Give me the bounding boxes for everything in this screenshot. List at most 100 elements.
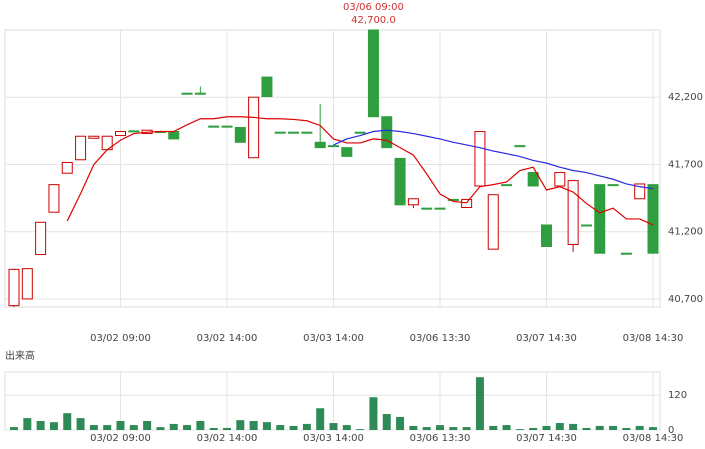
volume-bar [462, 427, 471, 430]
candle-body [567, 180, 579, 245]
volume-bar [183, 425, 192, 430]
candle-body [607, 184, 619, 187]
x-tick-label: 03/06 13:30 [410, 433, 471, 444]
candle-body [128, 130, 140, 133]
candle-body [394, 157, 406, 206]
volume-bar [622, 427, 631, 430]
x-tick-label: 03/07 14:30 [516, 433, 577, 444]
volume-bar [356, 429, 365, 430]
candle-body [274, 131, 286, 134]
x-tick-label: 03/02 14:00 [197, 433, 258, 444]
volume-bar [10, 427, 18, 430]
candle-body [248, 96, 260, 159]
candle-body [527, 172, 539, 187]
volume-bar [262, 422, 271, 430]
candle-body [620, 252, 632, 255]
candle-body [634, 183, 646, 200]
volume-bar [302, 423, 311, 430]
candle-body [594, 184, 606, 254]
candle-body [487, 194, 499, 250]
volume-bar [342, 425, 351, 430]
candle-body [554, 172, 566, 187]
volume-bar [36, 421, 45, 430]
volume-bar [116, 421, 125, 430]
candle-body [181, 92, 193, 95]
volume-bar [436, 425, 444, 430]
candle-body [208, 125, 220, 128]
volume-bar [635, 425, 644, 430]
annotation-value: 42,700.0 [351, 15, 396, 26]
candle-body [381, 116, 393, 149]
candle-body [461, 198, 473, 208]
x-tick-label: 03/03 14:00 [303, 333, 364, 344]
volume-bar [475, 377, 484, 430]
candle-body [474, 131, 486, 187]
volume-bar [515, 429, 524, 430]
y-tick-label: 0 [668, 425, 674, 436]
candle-body [341, 147, 353, 157]
volume-bar [649, 427, 657, 430]
candle-body [301, 131, 313, 134]
x-tick-label: 03/02 14:00 [197, 333, 258, 344]
candle-body [447, 198, 459, 201]
moving-average-line [333, 129, 654, 190]
x-tick-label: 03/02 09:00 [90, 433, 151, 444]
x-tick-label: 03/08 14:30 [623, 433, 684, 444]
volume-bar [289, 425, 298, 430]
candle-body [541, 224, 552, 247]
candle-body [221, 125, 233, 128]
candle-body [35, 221, 47, 256]
candle-body [407, 198, 419, 206]
x-tick-label: 03/06 13:30 [410, 333, 471, 344]
x-tick-label: 03/03 14:00 [303, 433, 364, 444]
annotation-time: 03/06 09:00 [343, 2, 404, 13]
candle-body [21, 268, 33, 300]
x-tick-label: 03/02 09:00 [90, 333, 151, 344]
volume-bar [555, 423, 564, 430]
volume-bar [249, 421, 258, 430]
volume-title: 出来高 [5, 349, 35, 362]
candle-body [434, 207, 446, 210]
candle-body [580, 224, 592, 227]
volume-bar [209, 427, 218, 430]
volume-bar [169, 423, 178, 430]
candle-body [194, 92, 206, 95]
y-tick-label: 120 [668, 390, 687, 401]
y-tick-label: 42,200 [668, 92, 703, 103]
y-tick-label: 40,700 [668, 294, 703, 305]
volume-bar [143, 421, 152, 430]
price-frame [4, 29, 661, 308]
volume-bar [156, 427, 165, 430]
candle-body [48, 184, 60, 213]
volume-bar [609, 425, 618, 430]
y-tick-label: 41,700 [668, 159, 703, 170]
moving-average-line [66, 116, 654, 226]
candle-body [88, 135, 100, 139]
volume-bar [489, 425, 498, 430]
candle-body [328, 145, 339, 148]
volume-bar [76, 418, 85, 430]
candle-body [75, 135, 87, 161]
volume-bar [236, 420, 245, 430]
volume-bar [329, 423, 338, 430]
volume-bar [316, 408, 325, 430]
volume-bar [103, 425, 112, 430]
candle-body [168, 131, 180, 140]
x-tick-label: 03/08 14:30 [623, 333, 684, 344]
candle-body [647, 184, 659, 254]
volume-bar [422, 427, 431, 430]
volume-bar [569, 423, 578, 430]
volume-bar [369, 397, 378, 430]
volume-bar [542, 425, 551, 430]
candle-body [8, 268, 20, 307]
volume-bar [276, 425, 285, 430]
volume-bar [595, 425, 604, 430]
volume-bar [396, 416, 405, 430]
volume-bar [63, 413, 72, 430]
candle-body [501, 184, 513, 187]
volume-frame [4, 371, 661, 431]
volume-bar [89, 425, 98, 430]
x-tick-label: 03/07 14:30 [516, 333, 577, 344]
candle-body [514, 145, 526, 148]
